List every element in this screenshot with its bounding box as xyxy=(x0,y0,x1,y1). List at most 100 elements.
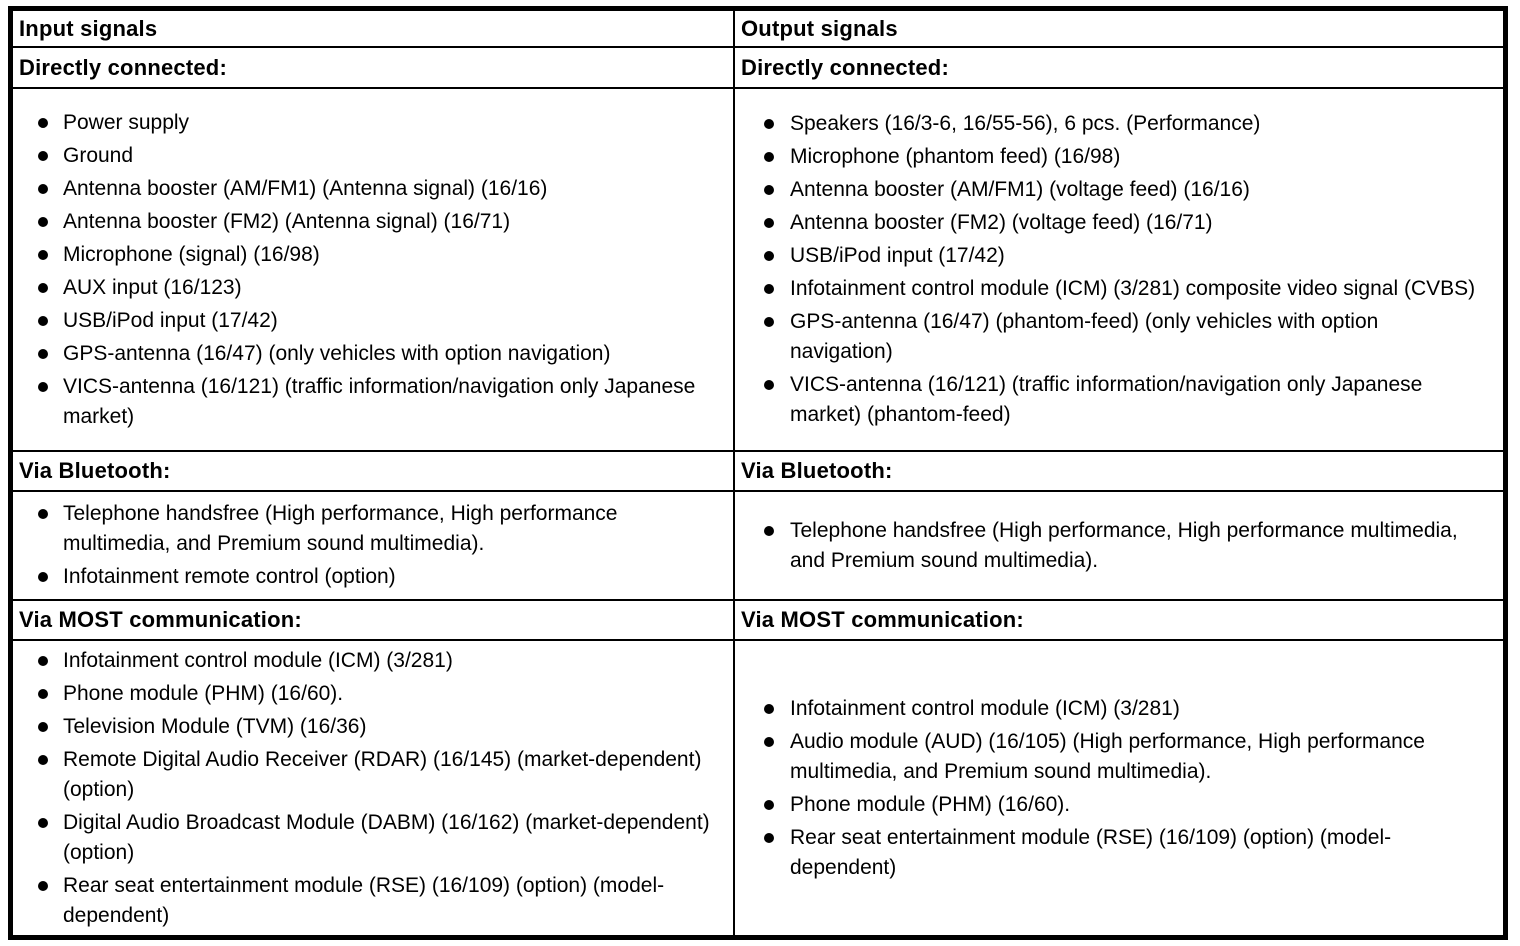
bullet-icon xyxy=(38,754,48,765)
input-signals-header: Input signals xyxy=(19,15,158,41)
list-item: Phone module (PHM) (16/60). xyxy=(13,679,733,709)
section-title: Directly connected: xyxy=(19,54,227,80)
list-item-text: Antenna booster (FM2) (Antenna signal) (… xyxy=(63,209,511,233)
bullet-icon xyxy=(38,688,48,699)
list-item: Ground xyxy=(13,141,733,171)
list-item-text: GPS-antenna (16/47) (only vehicles with … xyxy=(63,341,611,365)
output-via-most-list: Infotainment control module (ICM) (3/281… xyxy=(735,691,1503,886)
signals-table: Input signals Output signals Directly co… xyxy=(8,6,1508,940)
input-via-most-title-cell: Via MOST communication: xyxy=(13,601,735,641)
list-item: Microphone (signal) (16/98) xyxy=(13,240,733,270)
bullet-icon xyxy=(764,185,774,195)
bullet-icon xyxy=(38,655,48,666)
bullet-icon xyxy=(38,117,48,128)
list-item-text: Antenna booster (FM2) (voltage feed) (16… xyxy=(790,211,1213,234)
bullet-icon xyxy=(38,509,48,519)
list-item-text: Rear seat entertainment module (RSE) (16… xyxy=(63,873,665,927)
input-via-most-list: Infotainment control module (ICM) (3/281… xyxy=(13,643,733,934)
bullet-icon xyxy=(764,703,774,714)
list-item-text: Infotainment control module (ICM) (3/281… xyxy=(790,696,1180,720)
bullet-icon xyxy=(38,282,48,293)
list-item: Infotainment remote control (option) xyxy=(13,562,733,592)
list-item-text: Infotainment remote control (option) xyxy=(63,565,396,588)
bullet-icon xyxy=(764,832,774,843)
output-signals-header: Output signals xyxy=(741,15,898,41)
list-item: Infotainment control module (ICM) (3/281… xyxy=(735,274,1503,304)
list-item: Digital Audio Broadcast Module (DABM) (1… xyxy=(13,808,733,868)
list-item: Infotainment control module (ICM) (3/281… xyxy=(735,694,1503,724)
output-via-most-title-cell: Via MOST communication: xyxy=(735,601,1503,641)
list-item: Telephone handsfree (High performance, H… xyxy=(13,499,733,559)
bullet-icon xyxy=(38,381,48,392)
list-item-text: USB/iPod input (17/42) xyxy=(790,244,1005,267)
list-item-text: USB/iPod input (17/42) xyxy=(63,308,278,332)
list-item-text: Telephone handsfree (High performance, H… xyxy=(63,502,618,555)
bullet-icon xyxy=(38,183,48,194)
list-item-text: VICS-antenna (16/121) (traffic informati… xyxy=(790,373,1423,426)
input-via-most-list-cell: Infotainment control module (ICM) (3/281… xyxy=(13,641,735,935)
bullet-icon xyxy=(38,315,48,326)
list-item-text: Remote Digital Audio Receiver (RDAR) (16… xyxy=(63,747,702,801)
list-item-text: Audio module (AUD) (16/105) (High perfor… xyxy=(790,729,1425,783)
list-item-text: GPS-antenna (16/47) (phantom-feed) (only… xyxy=(790,310,1379,363)
list-item: Speakers (16/3-6, 16/55-56), 6 pcs. (Per… xyxy=(735,109,1503,139)
list-item: Power supply xyxy=(13,108,733,138)
list-item: Audio module (AUD) (16/105) (High perfor… xyxy=(735,727,1503,787)
list-item: GPS-antenna (16/47) (only vehicles with … xyxy=(13,339,733,369)
bullet-icon xyxy=(38,572,48,582)
bullet-icon xyxy=(764,380,774,390)
list-item-text: Infotainment control module (ICM) (3/281… xyxy=(63,648,453,672)
input-via-bluetooth-list: Telephone handsfree (High performance, H… xyxy=(13,496,733,595)
input-directly-connected-list-cell: Power supply Ground Antenna booster (AM/… xyxy=(13,89,735,452)
list-item-text: Digital Audio Broadcast Module (DABM) (1… xyxy=(63,810,710,864)
list-item-text: Infotainment control module (ICM) (3/281… xyxy=(790,277,1476,300)
list-item-text: Rear seat entertainment module (RSE) (16… xyxy=(790,825,1392,879)
list-item-text: VICS-antenna (16/121) (traffic informati… xyxy=(63,374,696,428)
list-item: USB/iPod input (17/42) xyxy=(735,241,1503,271)
list-item: AUX input (16/123) xyxy=(13,273,733,303)
list-item-text: Telephone handsfree (High performance, H… xyxy=(790,518,1458,572)
section-title: Via MOST communication: xyxy=(741,607,1024,632)
list-item: Infotainment control module (ICM) (3/281… xyxy=(13,646,733,676)
bullet-icon xyxy=(38,348,48,359)
list-item: Phone module (PHM) (16/60). xyxy=(735,790,1503,820)
bullet-icon xyxy=(38,150,48,161)
list-item: Television Module (TVM) (16/36) xyxy=(13,712,733,742)
output-via-bluetooth-list-cell: Telephone handsfree (High performance, H… xyxy=(735,492,1503,601)
bullet-icon xyxy=(764,251,774,261)
output-via-bluetooth-title-cell: Via Bluetooth: xyxy=(735,452,1503,492)
list-item: Telephone handsfree (High performance, H… xyxy=(735,516,1503,576)
list-item: Microphone (phantom feed) (16/98) xyxy=(735,142,1503,172)
input-signals-header-cell: Input signals xyxy=(13,11,735,48)
output-directly-connected-list: Speakers (16/3-6, 16/55-56), 6 pcs. (Per… xyxy=(735,106,1503,433)
list-item-text: Antenna booster (AM/FM1) (voltage feed) … xyxy=(790,178,1250,201)
list-item: GPS-antenna (16/47) (phantom-feed) (only… xyxy=(735,307,1503,367)
bullet-icon xyxy=(764,799,774,810)
bullet-icon xyxy=(764,119,774,129)
list-item: Rear seat entertainment module (RSE) (16… xyxy=(13,871,733,931)
bullet-icon xyxy=(764,317,774,327)
list-item: VICS-antenna (16/121) (traffic informati… xyxy=(13,372,733,432)
section-title: Via MOST communication: xyxy=(19,607,302,632)
list-item-text: AUX input (16/123) xyxy=(63,275,242,299)
output-via-most-list-cell: Infotainment control module (ICM) (3/281… xyxy=(735,641,1503,935)
list-item-text: Power supply xyxy=(63,110,190,134)
bullet-icon xyxy=(764,736,774,747)
bullet-icon xyxy=(764,152,774,162)
input-directly-connected-title-cell: Directly connected: xyxy=(13,48,735,89)
bullet-icon xyxy=(764,525,774,536)
output-signals-header-cell: Output signals xyxy=(735,11,1503,48)
section-title: Directly connected: xyxy=(741,54,949,80)
list-item-text: Phone module (PHM) (16/60). xyxy=(790,792,1071,816)
output-directly-connected-list-cell: Speakers (16/3-6, 16/55-56), 6 pcs. (Per… xyxy=(735,89,1503,452)
list-item-text: Microphone (phantom feed) (16/98) xyxy=(790,145,1121,168)
input-via-bluetooth-title-cell: Via Bluetooth: xyxy=(13,452,735,492)
list-item-text: Microphone (signal) (16/98) xyxy=(63,242,320,266)
list-item: Remote Digital Audio Receiver (RDAR) (16… xyxy=(13,745,733,805)
list-item: Antenna booster (FM2) (Antenna signal) (… xyxy=(13,207,733,237)
list-item: Rear seat entertainment module (RSE) (16… xyxy=(735,823,1503,883)
bullet-icon xyxy=(38,216,48,227)
bullet-icon xyxy=(764,284,774,294)
input-via-bluetooth-list-cell: Telephone handsfree (High performance, H… xyxy=(13,492,735,601)
